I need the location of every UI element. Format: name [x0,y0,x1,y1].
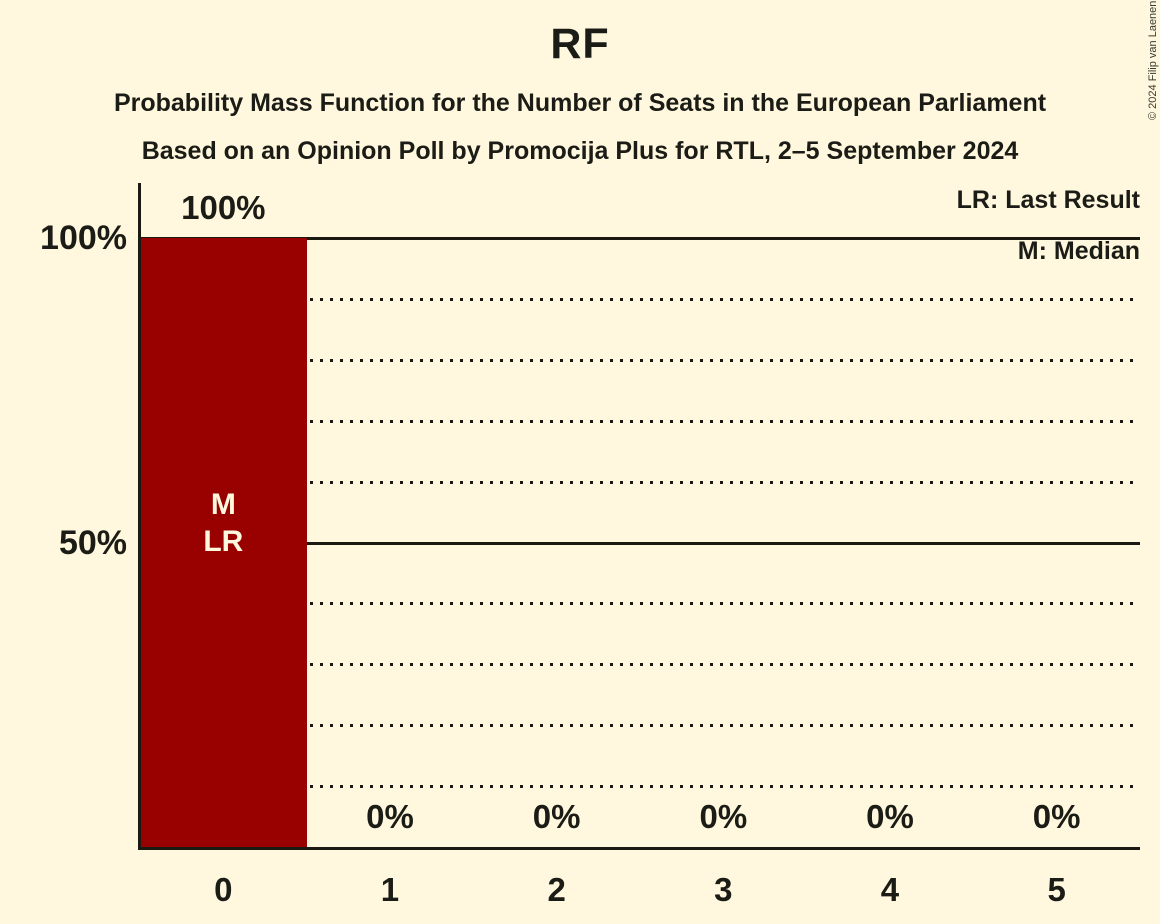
x-axis-label-1: 1 [380,871,400,908]
x-axis-label-3: 3 [714,871,733,908]
bar-value-label-1: 0% [366,798,414,835]
gridline-solid-100 [140,237,1140,240]
bar-seats-0 [140,238,307,847]
chart-subtitle-line2: Based on an Opinion Poll by Promocija Pl… [141,137,1019,165]
gridline-dotted-30 [140,663,1140,667]
marker-line-m: M [210,488,236,521]
gridline-dotted-70 [140,419,1140,423]
bar-value-label-2: 0% [532,798,581,835]
x-axis-label-0: 0 [214,871,233,908]
bar-value-label-0: 100% [181,189,266,226]
median-last-result-marker: M LR [140,486,307,560]
gridline-dotted-60 [140,480,1140,484]
x-axis-label-5: 5 [1047,871,1066,908]
marker-line-lr: LR [203,525,244,558]
legend-last-result: LR: Last Result [956,186,1140,214]
bar-value-label-3: 0% [699,798,748,835]
gridline-dotted-40 [140,602,1140,606]
gridline-dotted-90 [140,297,1140,301]
bar-value-label-5: 0% [1032,798,1081,835]
x-axis-line [138,847,1140,850]
copyright-text: © 2024 Filip van Laenen [1147,0,1159,120]
y-axis-label-100%: 100% [40,219,127,257]
y-axis-line [138,183,141,850]
plot-area: 100% 0 0% 1 0% 2 0% 3 0% 4 0% 5 M LR [138,183,1140,908]
gridline-dotted-10 [140,785,1140,789]
x-axis-label-2: 2 [547,871,566,908]
legend-median: M: Median [1017,237,1140,265]
y-axis-label-50%: 50% [58,523,127,562]
x-axis-label-4: 4 [880,871,900,908]
chart-title: RF [550,20,610,68]
gridline-dotted-80 [140,358,1140,362]
bar-value-label-4: 0% [866,798,914,835]
chart-subtitle-line1: Probability Mass Function for the Number… [113,89,1047,117]
gridline-solid-50 [140,541,1140,545]
gridline-dotted-20 [140,724,1140,728]
